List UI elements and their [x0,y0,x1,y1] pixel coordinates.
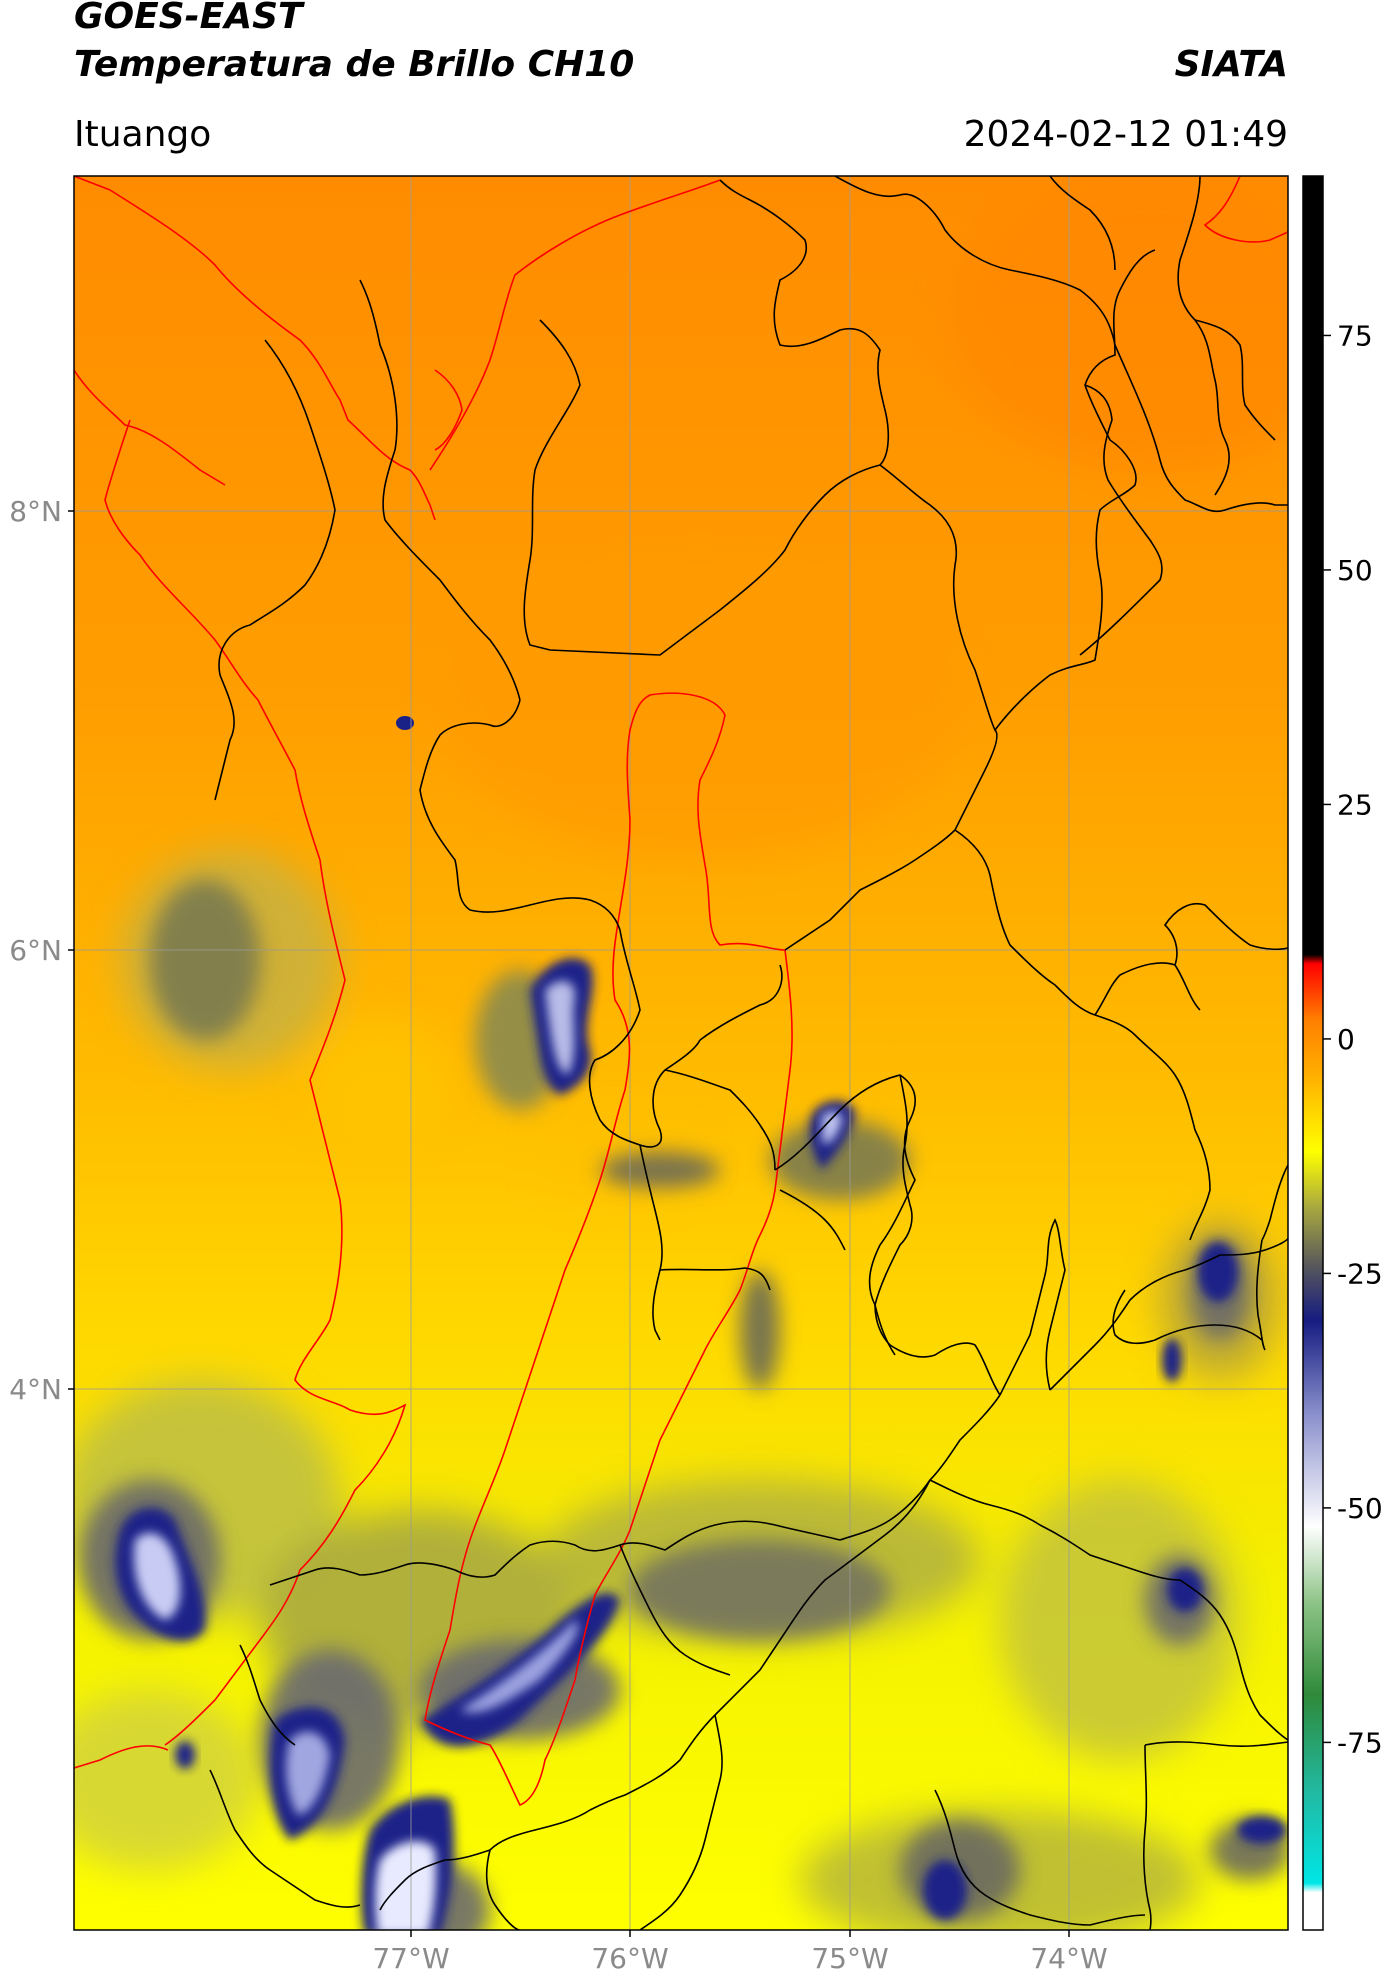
colorbar-tick-label: -75 [1337,1726,1383,1759]
colorbar: 75 50 25 0 -25 -50 -75 [1302,175,1383,1931]
antioquia-boundary [424,692,793,1807]
latitude-labels: 8°N 6°N 4°N [9,495,74,1406]
lat-label-8n: 8°N [9,495,62,528]
storm-cell [175,1741,195,1769]
lat-label-6n: 6°N [9,934,62,967]
storm-cell [1198,1242,1238,1302]
storm-cell [460,1620,579,1713]
location-label: Ituango [74,114,212,155]
product-title: Temperatura de Brillo CH10 [74,44,635,85]
colorbar-tick-label: 0 [1337,1023,1355,1056]
storm-cell [375,1841,436,1930]
colorbar-tick-label: -50 [1337,1492,1383,1525]
storm-cell [545,980,575,1075]
storm-cell [822,1111,843,1144]
lat-label-4n: 4°N [9,1373,62,1406]
storm-cell [1167,1568,1203,1612]
colorbar-tick-label: 25 [1337,788,1373,821]
colorbar-tick-label: 75 [1337,319,1373,352]
map-frame [73,175,1289,1931]
lon-label-77w: 77°W [372,1942,449,1975]
colorbar-scale [1303,176,1323,1930]
lon-label-74w: 74°W [1030,1942,1107,1975]
satellite-title: GOES-EAST [74,0,303,37]
storm-cell [923,1860,967,1920]
warm-region [440,540,960,860]
warm-region [950,176,1288,470]
storm-cell [134,1532,181,1620]
storm-cell [286,1731,330,1815]
colorbar-frame [1302,175,1324,1931]
storm-cell [1237,1816,1287,1844]
storm-cell [1162,1338,1182,1382]
deep-convection-cells [115,716,1287,1930]
administrative-boundaries [209,176,1288,1930]
colorbar-tick-label: -25 [1337,1257,1383,1290]
lon-label-75w: 75°W [811,1942,888,1975]
organization-label: SIATA [1174,44,1288,85]
storm-cell [396,716,414,730]
lon-label-76w: 76°W [591,1942,668,1975]
map-area [74,176,1288,1930]
datetime-label: 2024-02-12 01:49 [963,114,1288,155]
longitude-labels: 77°W 76°W 75°W 74°W [372,1930,1108,1975]
coastline [74,176,1288,1769]
colorbar-tick-label: 50 [1337,554,1373,587]
